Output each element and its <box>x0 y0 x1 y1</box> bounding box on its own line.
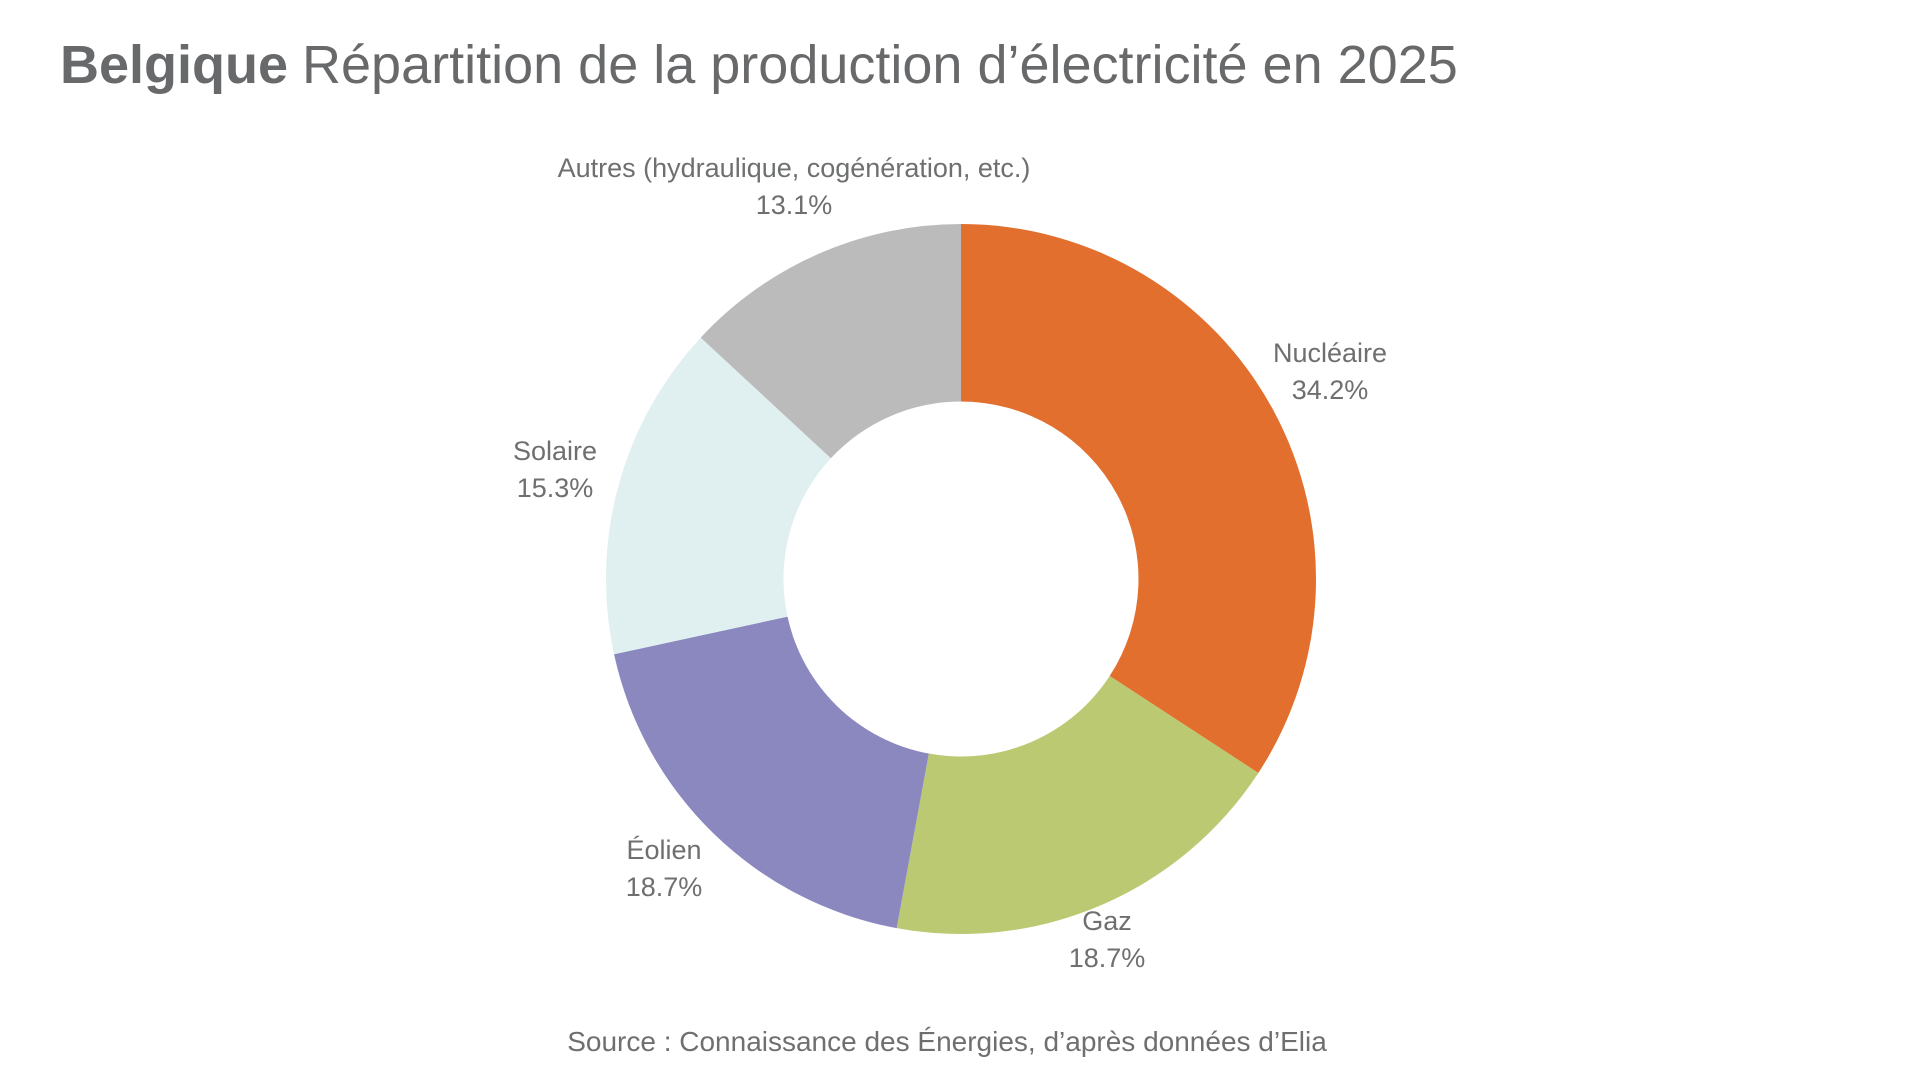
slice-label-nucleaire-pct: 34.2% <box>1291 375 1369 405</box>
donut-slice-solaire <box>606 337 831 655</box>
chart-title: Belgique Répartition de la production d’é… <box>60 35 1458 95</box>
slice-label-gaz: Gaz 18.7% <box>1069 903 1146 977</box>
slice-label-solaire: Solaire 15.3% <box>513 433 597 507</box>
slice-label-solaire-name: Solaire <box>512 436 598 466</box>
donut-slice-nucleaire <box>961 224 1316 773</box>
slice-label-eolien-name: Éolien <box>626 835 702 865</box>
chart-title-country: Belgique <box>60 35 289 95</box>
chart-title-subject: Répartition de la production d’électrici… <box>302 35 1458 95</box>
slice-label-gaz-name: Gaz <box>1082 906 1132 936</box>
slice-label-nucleaire-name: Nucléaire <box>1272 338 1388 368</box>
source-credit: Source : Connaissance des Énergies, d’ap… <box>567 1026 1327 1057</box>
slice-label-eolien-pct: 18.7% <box>625 872 703 902</box>
donut-slice-autres <box>700 224 961 459</box>
donut-slice-eolien <box>614 616 929 929</box>
donut-slice-gaz <box>896 675 1259 934</box>
slice-label-autres: Autres (hydraulique, cogénération, etc.)… <box>558 150 1031 224</box>
slice-label-autres-name: Autres (hydraulique, cogénération, etc.) <box>557 153 1031 183</box>
slice-label-solaire-pct: 15.3% <box>516 473 594 503</box>
slice-label-eolien: Éolien 18.7% <box>626 832 703 906</box>
slice-label-nucleaire: Nucléaire 34.2% <box>1273 335 1387 409</box>
slice-label-autres-pct: 13.1% <box>755 190 833 220</box>
slice-label-gaz-pct: 18.7% <box>1068 943 1146 973</box>
donut-chart <box>606 224 1316 934</box>
